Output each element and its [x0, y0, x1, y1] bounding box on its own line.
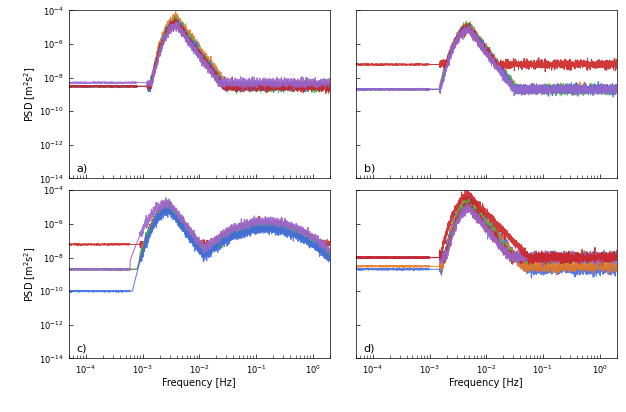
- Text: b): b): [364, 164, 375, 173]
- X-axis label: Frequency [Hz]: Frequency [Hz]: [449, 379, 523, 389]
- Text: a): a): [76, 164, 88, 173]
- Text: d): d): [364, 343, 375, 353]
- Text: c): c): [76, 343, 87, 353]
- Y-axis label: PSD [m$^2$s$^2$]: PSD [m$^2$s$^2$]: [22, 246, 38, 302]
- X-axis label: Frequency [Hz]: Frequency [Hz]: [163, 379, 236, 389]
- Y-axis label: PSD [m$^2$s$^2$]: PSD [m$^2$s$^2$]: [22, 67, 38, 122]
